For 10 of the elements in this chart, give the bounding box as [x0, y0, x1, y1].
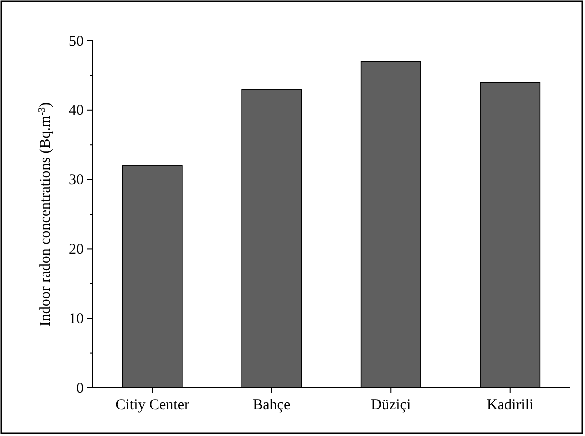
x-tick-label: Bahçe: [253, 398, 291, 414]
y-tick-label: 40: [69, 103, 84, 120]
x-tick-label: Düziçi: [371, 398, 412, 414]
y-tick-label: 10: [69, 311, 84, 328]
y-tick-label: 0: [76, 380, 84, 397]
x-tick-label: Citiy Center: [116, 398, 190, 414]
y-tick-label: 50: [69, 34, 84, 50]
x-tick-label: Kadirili: [487, 398, 534, 414]
y-tick-label: 20: [69, 242, 84, 258]
y-tick-label: 30: [69, 172, 84, 189]
